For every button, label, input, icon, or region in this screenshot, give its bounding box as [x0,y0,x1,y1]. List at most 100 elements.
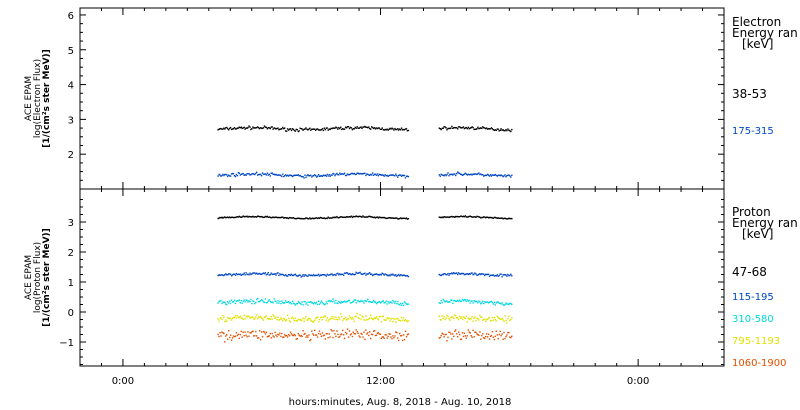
data-point [507,318,509,320]
data-point [500,174,502,176]
data-point [474,316,476,318]
data-point [244,128,246,130]
data-point [317,300,320,302]
data-point [279,332,281,334]
data-point [265,302,268,304]
data-point [393,318,395,320]
data-point [373,173,376,175]
data-point [445,317,447,319]
data-point [271,332,273,335]
data-point [485,301,488,303]
data-point [252,300,254,302]
data-point [302,274,304,276]
data-point [272,302,274,304]
data-point [476,274,478,276]
data-point [479,331,481,333]
data-point [337,333,339,336]
data-point [384,334,386,336]
data-point [370,314,372,316]
data-point [286,217,288,219]
data-point [400,316,403,319]
data-point [460,300,463,302]
data-point [226,274,228,276]
data-point [439,318,441,321]
data-point [444,301,446,303]
data-point [440,319,442,321]
data-point [254,173,256,176]
data-point [455,300,457,302]
data-point [485,216,488,218]
data-point [340,126,342,128]
data-point [396,275,398,277]
data-point [330,317,332,320]
data-point [250,174,252,176]
data-point [497,275,499,277]
data-point [448,175,450,177]
electron-data-points [217,125,513,179]
data-point [468,273,470,275]
data-point [442,216,444,219]
data-point [326,173,328,176]
data-point [400,174,402,176]
data-point [503,331,505,334]
data-point [502,274,504,276]
data-point [443,300,445,302]
data-point [264,298,267,300]
data-point [343,300,346,302]
data-point [275,274,277,276]
data-point [333,173,335,175]
data-point [276,335,278,338]
data-point [485,273,487,275]
data-point [485,320,487,323]
data-point [370,128,372,130]
data-point [356,312,358,315]
y-tick-label: 3 [68,218,74,229]
data-point [458,299,461,301]
data-point [406,175,409,177]
data-point [313,334,315,336]
data-point [407,320,410,322]
data-point [377,331,380,334]
data-point [235,173,238,176]
data-point [353,216,355,218]
data-point [258,127,261,130]
data-point [354,315,356,318]
data-point [309,339,311,342]
data-point [245,334,247,336]
data-point [234,128,237,130]
data-point [380,128,382,130]
data-point [299,318,301,321]
data-point [252,173,254,175]
data-point [300,319,302,322]
data-point [400,274,403,276]
data-point [369,272,371,274]
data-point [448,318,450,320]
data-point [348,127,351,130]
data-point [508,303,510,306]
data-point [299,335,301,337]
data-point [331,174,333,176]
data-point [381,336,383,338]
data-point [368,334,370,337]
data-point [315,317,317,320]
data-point [253,318,255,320]
data-point [291,128,294,130]
data-point [476,128,478,130]
data-point [453,173,455,175]
data-point [224,216,226,218]
data-point [259,273,262,275]
data-point [402,174,405,177]
data-point [223,174,225,177]
data-point [337,272,339,275]
data-point [387,318,389,320]
data-point [485,301,487,303]
data-point [499,302,501,304]
data-point [342,128,344,130]
data-point [296,217,298,220]
data-point [347,299,350,302]
data-point [504,174,506,176]
data-point [250,298,252,301]
data-point [511,335,513,337]
data-point [288,302,291,304]
data-point [253,272,255,274]
